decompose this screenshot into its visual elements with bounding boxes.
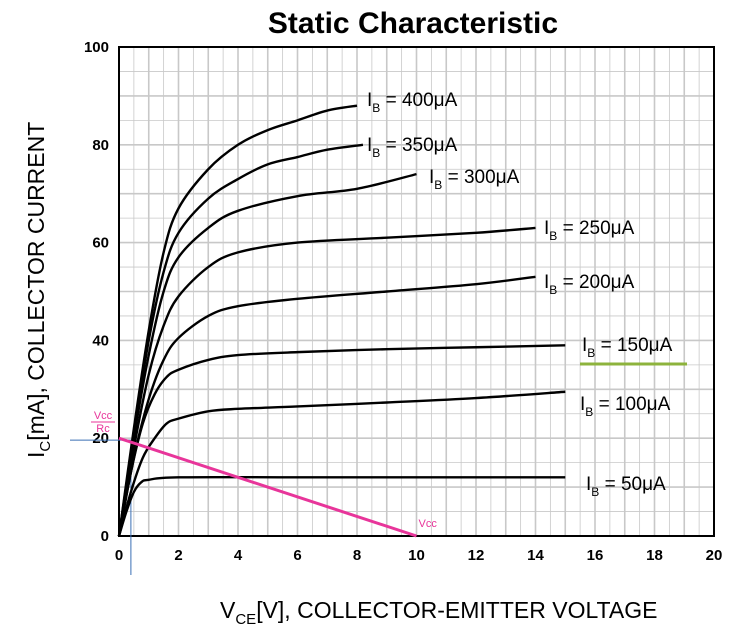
x-tick-label: 14 — [527, 547, 544, 564]
x-axis-label: VCE[V], COLLECTOR-EMITTER VOLTAGE — [220, 597, 657, 628]
y-tick-label: 20 — [92, 430, 109, 447]
series-label-200μA: IB = 200μA — [544, 272, 635, 297]
load-line-end-label: Vcc — [419, 518, 438, 530]
series-label-150μA: IB = 150μA — [582, 335, 673, 360]
x-tick-label: 18 — [646, 547, 663, 564]
series-label-100μA: IB = 100μA — [580, 394, 671, 419]
y-axis-label: IC[mA], COLLECTOR CURRENT — [23, 122, 54, 458]
x-axis-label-sub: CE — [235, 611, 256, 628]
series-labels: IB = 400μA IB = 350μA IB = 300μA IB = 250μA… — [367, 90, 687, 499]
series-label-50μA: IB = 50μA — [586, 474, 666, 499]
y-axis-label-rest: [mA], COLLECTOR CURRENT — [23, 122, 49, 441]
series-line-300μA — [117, 172, 417, 537]
y-tick-label: 60 — [92, 235, 109, 252]
y-axis-label-sub: C — [37, 441, 54, 452]
y-tick-label: 80 — [92, 137, 109, 154]
y-axis-label-main: I — [23, 452, 49, 458]
series-label-300μA: IB = 300μA — [429, 167, 520, 192]
characteristic-curves — [117, 104, 566, 537]
x-tick-label: 20 — [706, 547, 723, 564]
series-line-250μA — [117, 226, 536, 537]
grid — [119, 47, 714, 536]
x-tick-label: 16 — [587, 547, 604, 564]
x-tick-label: 6 — [293, 547, 301, 564]
x-axis-label-rest: [V], COLLECTOR-EMITTER VOLTAGE — [256, 597, 657, 623]
chart-title: Static Characteristic — [268, 7, 558, 40]
y-tick-label: 100 — [84, 39, 109, 56]
series-line-100μA — [117, 390, 566, 537]
series-line-150μA — [117, 344, 566, 537]
x-tick-label: 12 — [468, 547, 485, 564]
x-tick-label: 2 — [174, 547, 182, 564]
y-tick-label: 40 — [92, 332, 109, 349]
series-label-350μA: IB = 350μA — [367, 135, 458, 160]
y-tick-label: 0 — [101, 528, 109, 545]
series-label-250μA: IB = 250μA — [544, 218, 635, 243]
load-line-start-denominator: Rc — [96, 423, 110, 435]
x-tick-label: 10 — [408, 547, 425, 564]
series-line-350μA — [117, 143, 364, 537]
x-tick-label: 8 — [353, 547, 361, 564]
series-line-50μA — [117, 475, 566, 537]
x-axis-label-main: V — [220, 597, 236, 623]
load-line-start-numerator: Vcc — [94, 410, 113, 422]
y-tick-labels: 0 20 40 60 80 100 — [84, 39, 109, 545]
series-label-400μA: IB = 400μA — [367, 90, 458, 115]
x-tick-label: 4 — [234, 547, 243, 564]
series-line-200μA — [117, 275, 536, 537]
x-tick-label: 0 — [115, 547, 123, 564]
load-line — [118, 436, 417, 538]
x-tick-labels: 0 2 4 6 8 10 12 14 16 18 20 — [115, 547, 723, 564]
